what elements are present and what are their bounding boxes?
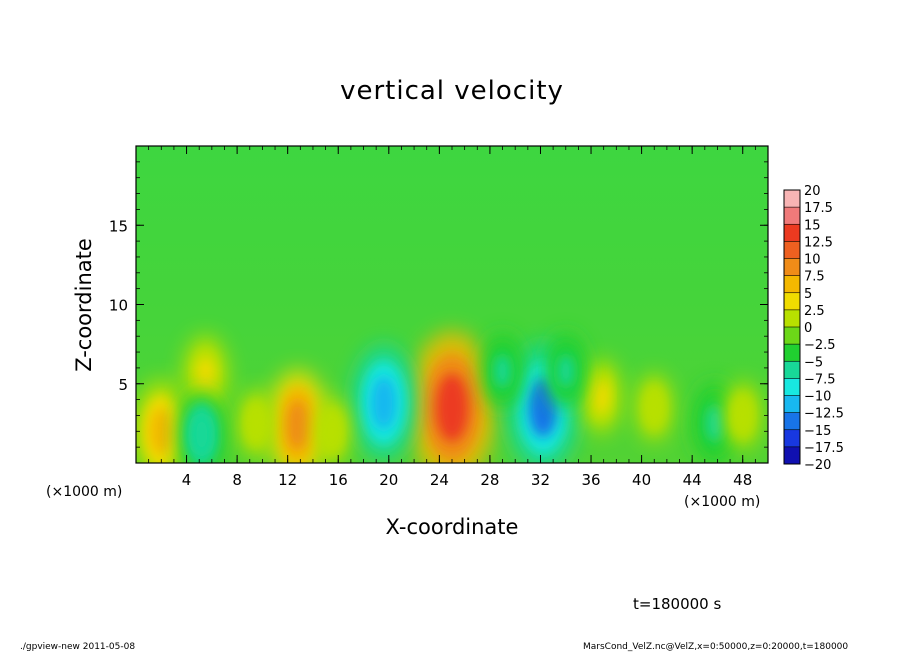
velocity-feature-7: [580, 358, 623, 435]
velocity-feature-12: [544, 332, 587, 410]
colorbar-swatch-1: [784, 190, 800, 208]
velocity-feature-8: [176, 389, 228, 463]
x-tick-label-20: 20: [379, 471, 398, 489]
x-tick-label-4: 4: [182, 471, 192, 489]
colorbar-label-7: 5: [804, 287, 812, 302]
x-tick-label-32: 32: [531, 471, 550, 489]
y-tick-label-10: 10: [109, 297, 128, 315]
colorbar-swatch-14: [784, 412, 800, 431]
y-tick-label-15: 15: [109, 217, 128, 235]
colorbar-swatch-9: [784, 327, 800, 345]
colorbar-label-13: −10: [804, 390, 831, 405]
colorbar-label-10: −2.5: [804, 338, 836, 353]
y-tick-label-5: 5: [118, 376, 128, 394]
colorbar-swatch-6: [784, 275, 800, 294]
time-label: t=180000 s: [633, 595, 722, 613]
colorbar-label-4: 12.5: [804, 235, 833, 250]
x-tick-label-12: 12: [278, 471, 297, 489]
chart-title: vertical velocity: [340, 76, 564, 106]
colorbar-label-9: 0: [804, 321, 812, 336]
colorbar-swatch-2: [784, 207, 800, 225]
colorbar-label-8: 2.5: [804, 304, 825, 319]
x-unit-label-left: (×1000 m): [46, 484, 123, 500]
x-tick-label-44: 44: [683, 471, 702, 489]
x-tick-label-48: 48: [733, 471, 752, 489]
colorbar-swatch-5: [784, 258, 800, 277]
colorbar-swatch-8: [784, 309, 800, 328]
colorbar-label-2: 17.5: [804, 201, 833, 216]
velocity-feature-14: [635, 372, 674, 443]
colorbar-swatch-12: [784, 378, 800, 396]
velocity-feature-13: [481, 332, 524, 410]
colorbar-label-17: −20: [804, 458, 831, 473]
x-unit-label-right: (×1000 m): [684, 494, 761, 510]
colorbar-label-3: 15: [804, 218, 821, 233]
colorbar-swatch-3: [784, 224, 800, 242]
colorbar-label-15: −15: [804, 424, 831, 439]
colorbar-label-14: −12.5: [804, 407, 844, 422]
velocity-feature-10: [237, 388, 276, 459]
colorbar-label-11: −5: [804, 355, 823, 370]
colorbar-label-5: 10: [804, 253, 821, 268]
colorbar-swatch-4: [784, 241, 800, 259]
colorbar: 20 17.5 15 12.5 10 7.5 5 2.5 0 −2.5 −5 −7.5 −10 −12.5…: [783, 184, 844, 473]
colorbar-swatch-13: [784, 395, 800, 414]
x-tick-label-28: 28: [480, 471, 499, 489]
velocity-feature-1: [408, 330, 496, 463]
x-tick-label-8: 8: [232, 471, 242, 489]
colorbar-label-12: −7.5: [804, 372, 836, 387]
colorbar-label-6: 7.5: [804, 270, 825, 285]
colorbar-swatch-7: [784, 292, 800, 311]
x-tick-label-40: 40: [632, 471, 651, 489]
colorbar-swatch-10: [784, 344, 800, 362]
velocity-feature-15: [723, 380, 762, 451]
x-tick-label-24: 24: [430, 471, 449, 489]
colorbar-swatch-11: [784, 361, 800, 379]
x-tick-label-36: 36: [581, 471, 600, 489]
colorbar-swatch-15: [784, 429, 800, 448]
x-axis-label: X-coordinate: [385, 515, 519, 539]
colorbar-label-16: −17.5: [804, 441, 844, 456]
velocity-feature-3: [350, 343, 418, 463]
footer-left: ./gpview-new 2011-05-08: [20, 642, 136, 652]
velocity-feature-11: [312, 396, 351, 463]
colorbar-swatch-16: [784, 446, 800, 465]
colorbar-label-1: 20: [804, 184, 821, 199]
footer-right: MarsCond_VelZ.nc@VelZ,x=0:50000,z=0:2000…: [583, 642, 849, 652]
x-tick-label-16: 16: [329, 471, 348, 489]
